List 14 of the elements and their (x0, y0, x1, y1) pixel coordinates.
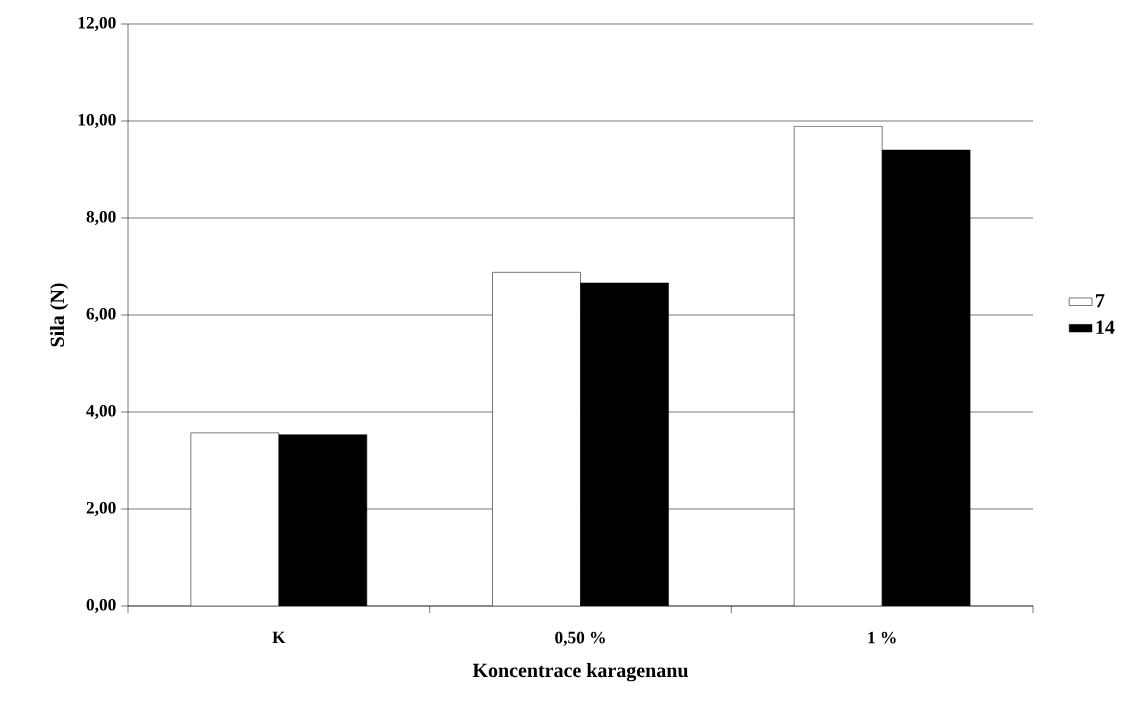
y-axis-title: Sila (N) (50, 283, 69, 347)
x-axis-title: Koncentrace karagenanu (472, 663, 688, 682)
y-tick-label: 4,00 (86, 404, 116, 420)
y-tick-label: 12,00 (78, 16, 116, 32)
y-tick-label: 0,00 (86, 598, 116, 614)
legend-label: 7 (1096, 294, 1105, 308)
y-tick-label: 6,00 (86, 307, 116, 323)
x-tick-label: K (272, 631, 286, 644)
y-tick-label: 2,00 (86, 501, 116, 517)
legend-label: 14 (1096, 320, 1115, 334)
x-tick-label: 0,50 % (555, 631, 605, 646)
y-tick-label: 10,00 (78, 113, 116, 129)
x-tick-label: 1 % (868, 631, 896, 644)
y-tick-label: 8,00 (86, 210, 116, 226)
